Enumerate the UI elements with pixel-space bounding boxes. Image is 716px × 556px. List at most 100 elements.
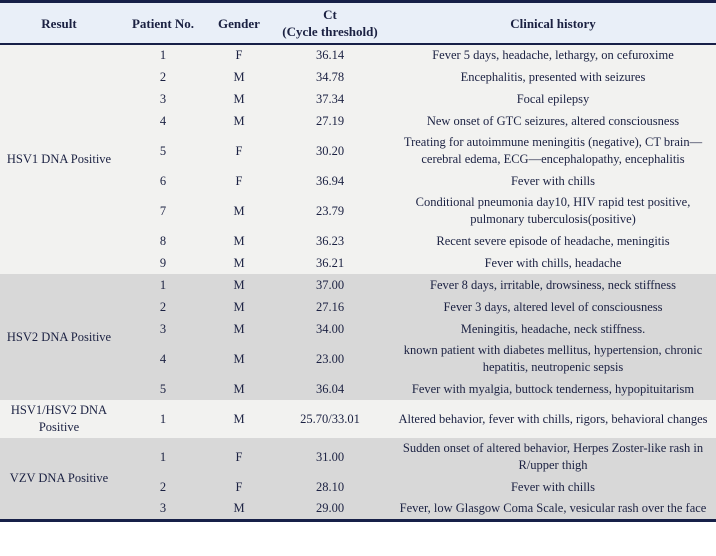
ct-cell: 27.19 <box>270 110 390 132</box>
ct-cell: 23.00 <box>270 340 390 378</box>
result-group-label: HSV1 DNA Positive <box>0 44 118 274</box>
table-row: 2 F 28.10 Fever with chills <box>0 476 716 498</box>
table-row: HSV1/HSV2 DNA Positive 1 M 25.70/33.01 Alter… <box>0 400 716 438</box>
gender-cell: M <box>208 88 270 110</box>
patient-no-cell: 9 <box>118 252 208 274</box>
patient-no-cell: 8 <box>118 230 208 252</box>
clinical-history-cell: Fever 8 days, irritable, drowsiness, nec… <box>390 274 716 296</box>
patient-no-cell: 2 <box>118 66 208 88</box>
gender-cell: M <box>208 274 270 296</box>
patient-no-cell: 6 <box>118 170 208 192</box>
ct-cell: 36.14 <box>270 44 390 66</box>
patient-no-cell: 2 <box>118 476 208 498</box>
ct-cell: 30.20 <box>270 132 390 170</box>
gender-cell: F <box>208 438 270 476</box>
patient-no-cell: 2 <box>118 296 208 318</box>
clinical-history-cell: Fever 5 days, headache, lethargy, on cef… <box>390 44 716 66</box>
clinical-history-cell: Recent severe episode of headache, menin… <box>390 230 716 252</box>
table-row: 2 M 34.78 Encephalitis, presented with seiz… <box>0 66 716 88</box>
table-row: 3 M 29.00 Fever, low Glasgow Coma Scale, ve… <box>0 498 716 521</box>
ct-cell: 31.00 <box>270 438 390 476</box>
table-row: 5 F 30.20 Treating for autoimmune meningiti… <box>0 132 716 170</box>
ct-cell: 37.34 <box>270 88 390 110</box>
header-cell-patient-no: Patient No. <box>118 1 208 45</box>
header-cell-ct-line2: (Cycle threshold) <box>282 24 378 39</box>
table-row: 8 M 36.23 Recent severe episode of headache… <box>0 230 716 252</box>
clinical-history-cell: New onset of GTC seizures, altered consc… <box>390 110 716 132</box>
clinical-history-cell: Encephalitis, presented with seizures <box>390 66 716 88</box>
header-row: Result Patient No. Gender Ct (Cycle thre… <box>0 1 716 45</box>
table-row: 6 F 36.94 Fever with chills <box>0 170 716 192</box>
ct-cell: 25.70/33.01 <box>270 400 390 438</box>
ct-cell: 36.23 <box>270 230 390 252</box>
patient-no-cell: 1 <box>118 438 208 476</box>
clinical-history-cell: Fever with chills <box>390 476 716 498</box>
clinical-history-cell: Conditional pneumonia day10, HIV rapid t… <box>390 192 716 230</box>
table-row: 5 M 36.04 Fever with myalgia, buttock tende… <box>0 378 716 400</box>
table-row: HSV1 DNA Positive 1 F 36.14 Fever 5 days, he… <box>0 44 716 274</box>
gender-cell: M <box>208 192 270 230</box>
patient-no-cell: 1 <box>118 274 208 296</box>
table-row: 7 M 23.79 Conditional pneumonia day10, HIV … <box>0 192 716 230</box>
gender-cell: M <box>208 378 270 400</box>
ct-cell: 34.78 <box>270 66 390 88</box>
clinical-history-cell: known patient with diabetes mellitus, hy… <box>390 340 716 378</box>
header-cell-ct-line1: Ct <box>323 7 337 22</box>
header-cell-ct: Ct (Cycle threshold) <box>270 1 390 45</box>
header-cell-result: Result <box>0 1 118 45</box>
patient-no-cell: 5 <box>118 378 208 400</box>
result-group-label: HSV1/HSV2 DNA Positive <box>0 400 118 438</box>
header-cell-clinical-history: Clinical history <box>390 1 716 45</box>
gender-cell: F <box>208 44 270 66</box>
gender-cell: M <box>208 318 270 340</box>
gender-cell: M <box>208 296 270 318</box>
gender-cell: M <box>208 252 270 274</box>
patient-no-cell: 1 <box>118 400 208 438</box>
clinical-history-cell: Sudden onset of altered behavior, Herpes… <box>390 438 716 476</box>
gender-cell: M <box>208 66 270 88</box>
clinical-history-cell: Meningitis, headache, neck stiffness. <box>390 318 716 340</box>
patient-no-cell: 4 <box>118 110 208 132</box>
patient-no-cell: 1 <box>118 44 208 66</box>
ct-cell: 36.21 <box>270 252 390 274</box>
header-cell-gender: Gender <box>208 1 270 45</box>
clinical-history-cell: Fever with chills <box>390 170 716 192</box>
table-row: HSV2 DNA Positive 1 M 37.00 Fever 8 days, ir… <box>0 274 716 400</box>
gender-cell: M <box>208 340 270 378</box>
table-row: 9 M 36.21 Fever with chills, headache <box>0 252 716 274</box>
gender-cell: F <box>208 132 270 170</box>
clinical-history-cell: Treating for autoimmune meningitis (nega… <box>390 132 716 170</box>
result-group-label: HSV2 DNA Positive <box>0 274 118 400</box>
gender-cell: M <box>208 400 270 438</box>
patient-no-cell: 7 <box>118 192 208 230</box>
ct-cell: 37.00 <box>270 274 390 296</box>
table-body: HSV1 DNA Positive 1 F 36.14 Fever 5 days, he… <box>0 44 716 521</box>
clinical-history-cell: Altered behavior, fever with chills, rig… <box>390 400 716 438</box>
table-row: 4 M 27.19 New onset of GTC seizures, altere… <box>0 110 716 132</box>
ct-cell: 23.79 <box>270 192 390 230</box>
table-row: VZV DNA Positive 1 F 31.00 Sudden onset of a… <box>0 438 716 521</box>
pcr-results-table: Result Patient No. Gender Ct (Cycle thre… <box>0 0 716 522</box>
clinical-history-cell: Fever with chills, headache <box>390 252 716 274</box>
clinical-history-cell: Focal epilepsy <box>390 88 716 110</box>
table-header: Result Patient No. Gender Ct (Cycle thre… <box>0 1 716 45</box>
table-row: 3 M 34.00 Meningitis, headache, neck stiffn… <box>0 318 716 340</box>
clinical-history-cell: Fever 3 days, altered level of conscious… <box>390 296 716 318</box>
ct-cell: 28.10 <box>270 476 390 498</box>
clinical-history-cell: Fever, low Glasgow Coma Scale, vesicular… <box>390 498 716 521</box>
table-row: 4 M 23.00 known patient with diabetes melli… <box>0 340 716 378</box>
patient-no-cell: 4 <box>118 340 208 378</box>
ct-cell: 36.94 <box>270 170 390 192</box>
gender-cell: M <box>208 230 270 252</box>
ct-cell: 36.04 <box>270 378 390 400</box>
clinical-history-cell: Fever with myalgia, buttock tenderness, … <box>390 378 716 400</box>
gender-cell: M <box>208 498 270 521</box>
gender-cell: M <box>208 110 270 132</box>
table-row: 3 M 37.34 Focal epilepsy <box>0 88 716 110</box>
ct-cell: 34.00 <box>270 318 390 340</box>
patient-no-cell: 3 <box>118 498 208 521</box>
patient-no-cell: 5 <box>118 132 208 170</box>
ct-cell: 27.16 <box>270 296 390 318</box>
patient-no-cell: 3 <box>118 88 208 110</box>
